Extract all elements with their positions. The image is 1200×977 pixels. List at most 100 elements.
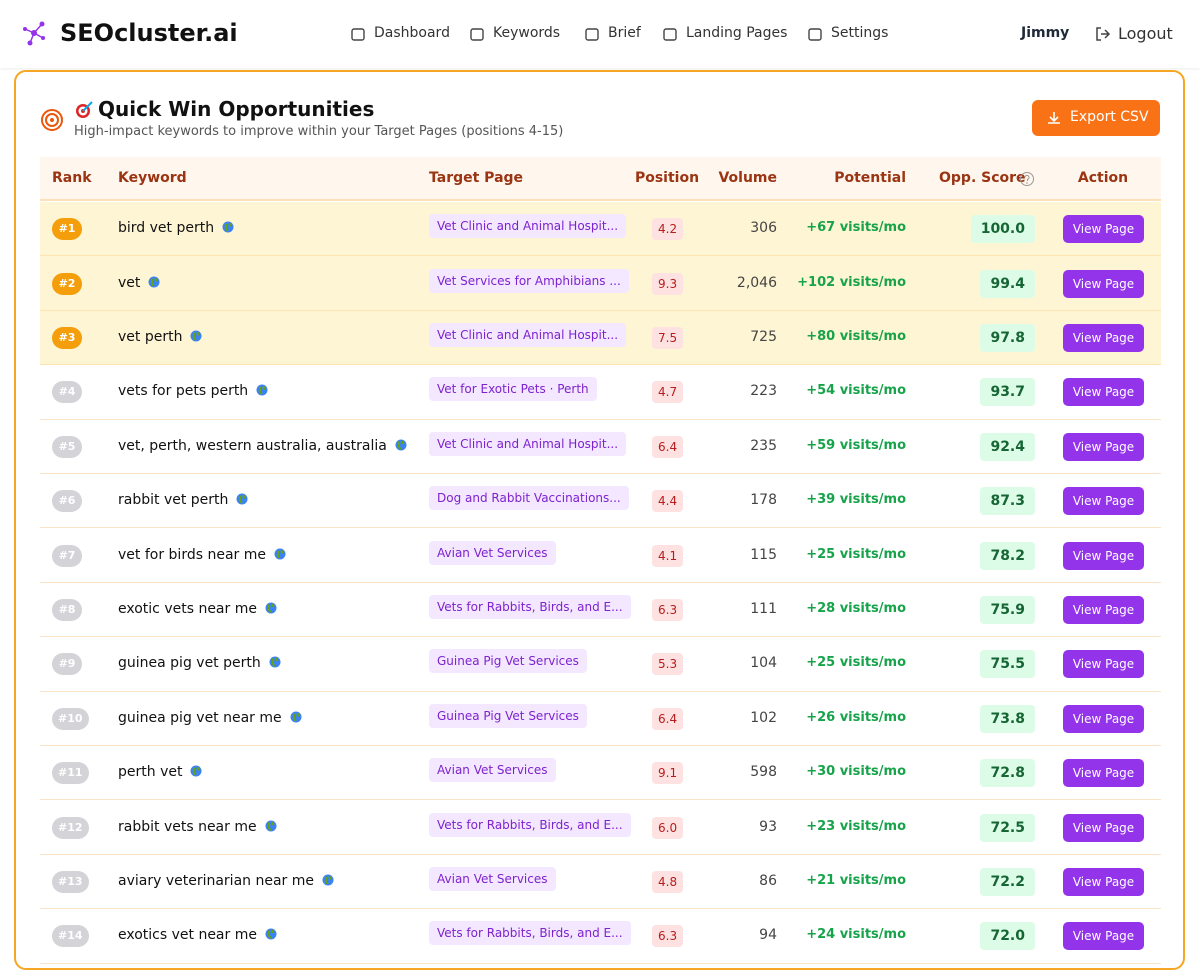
target-icon <box>41 109 63 131</box>
position: 5.3 <box>652 653 684 676</box>
table-row: #7 vet for birds near me Avian Vet Service… <box>40 528 1161 583</box>
keyword: vet perth <box>118 329 202 345</box>
view-page-button[interactable]: View Page <box>1063 867 1144 896</box>
opp-score: 75.5 <box>980 650 1035 679</box>
potential: +80 visits/mo <box>806 328 906 344</box>
keyword: vet, perth, western australia, australia <box>118 438 407 454</box>
table-row: #11 perth vet Avian Vet Services 9.1 598 +30 … <box>40 746 1161 801</box>
position: 6.3 <box>652 925 684 948</box>
globe-icon <box>190 330 202 342</box>
opp-score: 72.2 <box>980 867 1035 896</box>
rank-badge: #7 <box>52 544 82 567</box>
nav-label: Settings <box>831 25 889 41</box>
target-page[interactable]: Guinea Pig Vet Services <box>429 703 587 728</box>
potential: +67 visits/mo <box>806 220 906 236</box>
column-header: Rank <box>52 170 92 186</box>
opp-score: 72.0 <box>980 922 1035 951</box>
globe-icon <box>290 711 302 723</box>
keyword: guinea pig vet perth <box>118 655 281 671</box>
column-header: Potential <box>834 170 906 186</box>
volume: 93 <box>759 818 777 835</box>
target-page[interactable]: Vets for Rabbits, Birds, and E... <box>429 812 631 837</box>
view-page-button[interactable]: View Page <box>1063 378 1144 407</box>
view-page-button[interactable]: View Page <box>1063 759 1144 788</box>
help-icon[interactable] <box>1019 171 1035 187</box>
rank-badge: #1 <box>52 218 82 241</box>
target-page[interactable]: Vets for Rabbits, Birds, and E... <box>429 594 631 619</box>
table-row: #10 guinea pig vet near me Guinea Pig Vet … <box>40 691 1161 746</box>
title-emoji <box>76 101 93 118</box>
globe-icon <box>148 276 160 288</box>
volume: 306 <box>750 220 777 237</box>
view-page-button[interactable]: View Page <box>1063 541 1144 570</box>
table-row: #3 vet perth Vet Clinic and Animal Hospit.… <box>40 310 1161 366</box>
view-page-button[interactable]: View Page <box>1063 323 1144 352</box>
keyword: bird vet perth <box>118 220 234 236</box>
view-page-button[interactable]: View Page <box>1063 432 1144 461</box>
target-page[interactable]: Guinea Pig Vet Services <box>429 649 587 674</box>
view-page-button[interactable]: View Page <box>1063 487 1144 516</box>
rank-badge: #5 <box>52 435 82 458</box>
view-page-button[interactable]: View Page <box>1063 269 1144 298</box>
position: 4.4 <box>652 490 684 513</box>
target-page[interactable]: Vet Clinic and Animal Hospit... <box>429 214 627 239</box>
nav-icon <box>585 28 599 41</box>
table-header: Rank Keyword Target Page Position Volume Pote… <box>40 157 1161 201</box>
rank-badge: #9 <box>52 653 82 676</box>
table-row: #1 bird vet perth Vet Clinic and Animal Ho… <box>40 202 1161 257</box>
target-page[interactable]: Vet Clinic and Animal Hospit... <box>429 431 627 456</box>
target-page[interactable]: Avian Vet Services <box>429 540 556 565</box>
export-button[interactable]: Export CSV <box>1032 100 1160 136</box>
view-page-button[interactable]: View Page <box>1063 704 1144 733</box>
rank-badge: #3 <box>52 326 82 349</box>
view-page-button[interactable]: View Page <box>1063 922 1144 951</box>
target-page[interactable]: Vets for Rabbits, Birds, and E... <box>429 921 631 946</box>
table-row: #9 guinea pig vet perth Guinea Pig Vet Ser… <box>40 637 1161 692</box>
column-header: Position <box>634 170 700 186</box>
volume: 725 <box>750 328 777 345</box>
globe-icon <box>256 384 268 396</box>
potential: +102 visits/mo <box>797 274 906 290</box>
opp-score: 72.5 <box>980 813 1035 842</box>
quick-win-panel: Quick Win Opportunities High-impact keyw… <box>14 70 1185 970</box>
potential: +21 visits/mo <box>806 872 906 888</box>
top-nav: SEOcluster.ai Dashboard Keywords Brief Land… <box>0 0 1200 68</box>
table-row: #2 vet Vet Services for Amphibians ... 9.3 2… <box>40 256 1161 311</box>
opp-score: 72.8 <box>980 759 1035 788</box>
user-name: Jimmy <box>1021 25 1070 41</box>
position: 7.5 <box>652 326 684 349</box>
target-page[interactable]: Vet for Exotic Pets · Perth <box>429 377 597 402</box>
download-icon <box>1048 112 1060 124</box>
opp-score: 87.3 <box>980 487 1035 516</box>
panel-title: Quick Win Opportunities <box>98 97 375 121</box>
volume: 104 <box>750 655 777 672</box>
target-page[interactable]: Vet Services for Amphibians ... <box>429 268 629 293</box>
opp-score: 100.0 <box>970 215 1035 244</box>
keyword: exotic vets near me <box>118 601 277 617</box>
keyword: guinea pig vet near me <box>118 710 302 726</box>
potential: +25 visits/mo <box>806 655 906 671</box>
position: 9.1 <box>652 762 684 785</box>
nav-label: Brief <box>608 25 641 41</box>
globe-icon <box>269 656 281 668</box>
logout[interactable]: Logout <box>1118 24 1173 43</box>
view-page-button[interactable]: View Page <box>1063 595 1144 624</box>
opp-score: 78.2 <box>980 541 1035 570</box>
globe-icon <box>265 602 277 614</box>
volume: 115 <box>750 546 777 563</box>
view-page-button[interactable]: View Page <box>1063 813 1144 842</box>
target-page[interactable]: Dog and Rabbit Vaccinations... <box>429 486 629 511</box>
target-page[interactable]: Avian Vet Services <box>429 758 556 783</box>
target-page[interactable]: Vet Clinic and Animal Hospit... <box>429 322 627 347</box>
position: 4.2 <box>652 218 684 241</box>
column-header: Volume <box>718 170 777 186</box>
column-header: Keyword <box>118 170 187 186</box>
view-page-button[interactable]: View Page <box>1063 215 1144 244</box>
view-page-button[interactable]: View Page <box>1063 650 1144 679</box>
keyword: vet <box>118 275 160 291</box>
target-page[interactable]: Avian Vet Services <box>429 866 556 891</box>
keyword: rabbit vets near me <box>118 819 277 835</box>
opp-score: 92.4 <box>980 432 1035 461</box>
position: 4.8 <box>652 870 684 893</box>
